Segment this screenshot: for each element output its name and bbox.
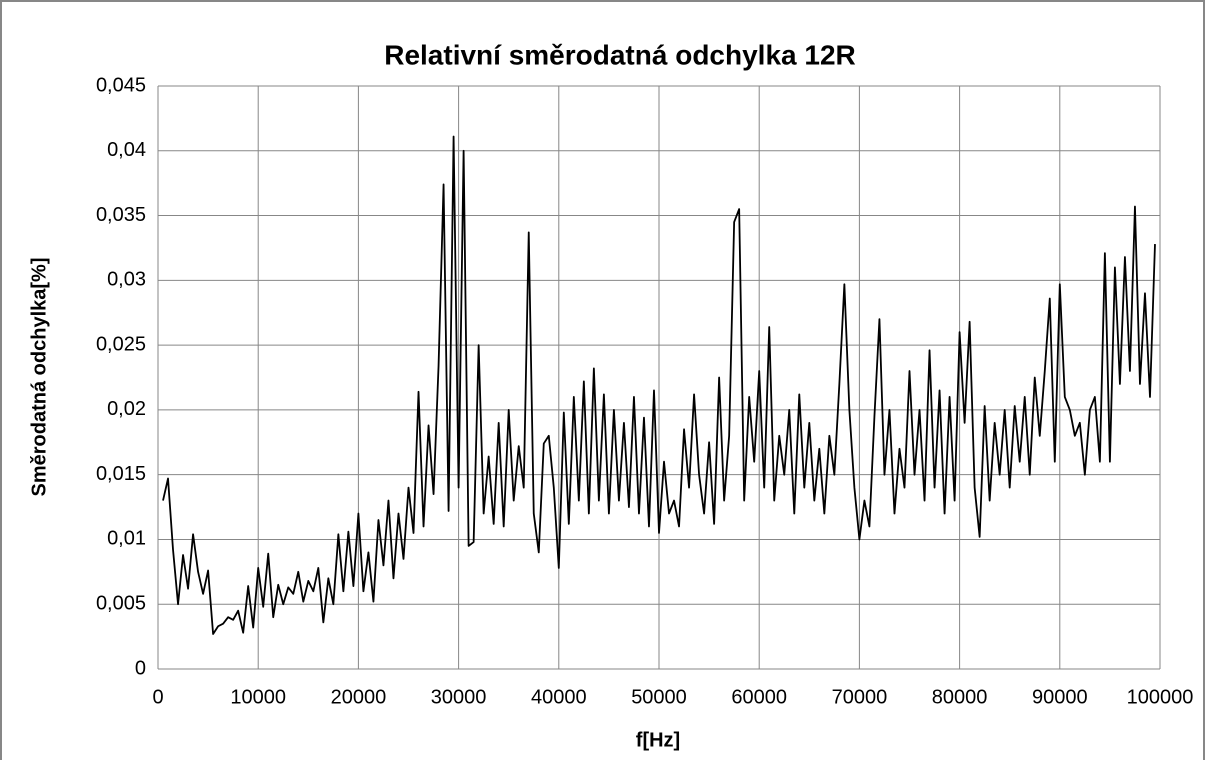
y-tick-label: 0	[135, 657, 146, 679]
x-tick-label: 90000	[1032, 686, 1088, 708]
x-tick-label: 100000	[1127, 686, 1194, 708]
x-tick-label: 70000	[832, 686, 888, 708]
y-tick-label: 0,01	[107, 528, 146, 550]
x-tick-label: 30000	[431, 686, 487, 708]
x-tick-label: 50000	[631, 686, 687, 708]
y-tick-label: 0,04	[107, 139, 146, 161]
data-line	[162, 135, 1156, 635]
y-tick-label: 0,02	[107, 398, 146, 420]
y-tick-label: 0,015	[96, 463, 146, 485]
y-tick-label: 0,025	[96, 333, 146, 355]
y-tick-label: 0,045	[96, 74, 146, 96]
y-tick-label: 0,005	[96, 593, 146, 615]
x-tick-label: 10000	[230, 686, 286, 708]
y-tick-label: 0,03	[107, 269, 146, 291]
chart-title: Relativní směrodatná odchylka 12R	[384, 39, 856, 70]
x-tick-label: 60000	[731, 686, 787, 708]
y-axis-label: Směrodatná odchylka[%]	[28, 258, 50, 497]
x-tick-label: 80000	[932, 686, 988, 708]
x-tick-label: 40000	[531, 686, 587, 708]
x-tick-label: 20000	[331, 686, 387, 708]
x-axis-label: f[Hz]	[636, 729, 680, 751]
x-tick-label: 0	[152, 686, 163, 708]
y-tick-label: 0,035	[96, 204, 146, 226]
